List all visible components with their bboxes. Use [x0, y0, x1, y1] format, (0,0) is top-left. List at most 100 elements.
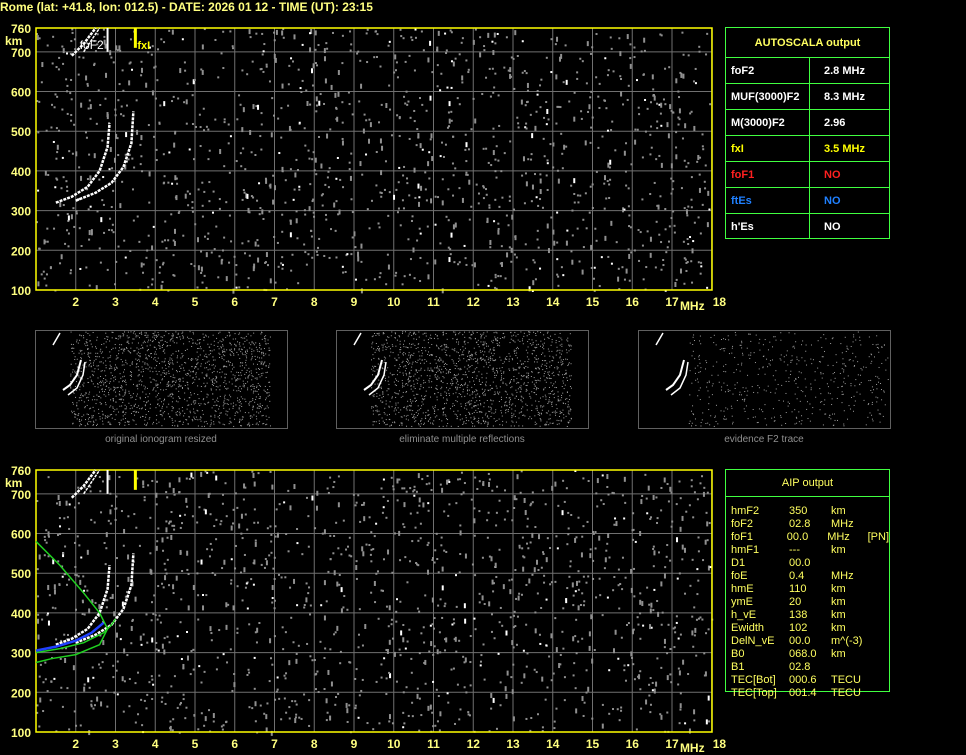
y-tick-label: 100: [11, 726, 31, 740]
aip-row: Ewidth 102 km: [731, 622, 889, 635]
aip-cell: DelN_vE: [731, 635, 775, 647]
aip-row: hmF1 --- km: [731, 544, 889, 557]
aip-cell: foF2: [731, 518, 754, 530]
aip-cell: 00.0: [786, 531, 809, 543]
x-tick-label: 6: [231, 737, 238, 751]
aip-cell: 0.4: [789, 570, 805, 582]
plot-frame: [35, 469, 713, 733]
autoscala-value: NO: [824, 194, 841, 207]
aip-row: D1 00.0: [731, 557, 889, 570]
aip-cell: Ewidth: [731, 622, 765, 634]
aip-cell: [831, 661, 873, 674]
aip-cell: km: [831, 583, 846, 595]
autoscala-key: foF1: [726, 162, 810, 187]
aip-cell: km: [831, 648, 846, 660]
aip-panel: AIP output hmF2 350 km foF2 02.8 MHz foF1 00.0 M…: [725, 469, 890, 699]
aip-cell: 350: [789, 505, 808, 517]
x-tick-label: 3: [112, 295, 119, 309]
aip-cell: hmE: [731, 583, 754, 595]
x-tick-label: 4: [152, 737, 159, 751]
autoscala-value: NO: [824, 168, 841, 181]
aip-row: hmF2 350 km: [731, 505, 889, 518]
autoscala-key: foF2: [726, 58, 810, 83]
autoscala-title: AUTOSCALA output: [754, 36, 861, 49]
aip-cell: 068.0: [789, 648, 817, 660]
echo-trace: [55, 565, 111, 646]
ionogram: foF2 fxI 760 700 600 500 400 300 200 100 km 2 3 4 5 6 7 8…: [5, 22, 726, 313]
thumbnail-no-multiple: [336, 330, 589, 429]
x-tick-label: 16: [626, 295, 640, 309]
aip-cell: TEC[Bot]: [731, 674, 776, 686]
aip-cell: TECU: [831, 674, 861, 686]
aip-cell: 02.8: [789, 661, 811, 673]
autoscala-value: 2.96: [824, 116, 846, 129]
aip-cell: km: [831, 596, 846, 608]
y-tick-label: 700: [11, 488, 31, 502]
x-unit-label: MHz: [680, 299, 705, 313]
autoscala-row: ftEs NO: [726, 187, 889, 213]
aip-cell: 110: [789, 583, 807, 595]
aip-row: DelN_vE 00.0 m^(-3): [731, 635, 889, 648]
autoscala-row: foF1 NO: [726, 161, 889, 187]
y-tick-label: 500: [11, 567, 31, 581]
aip-cell: foF1: [731, 531, 754, 543]
aip-row: TEC[Top] 001.4 TECU: [731, 687, 889, 700]
echo-trace: [83, 469, 101, 495]
autoscala-key: M(3000)F2: [726, 110, 810, 135]
thumbnail-f2-trace: [638, 330, 891, 429]
aip-cell: 000.6: [789, 674, 817, 686]
aip-cell: 001.4: [789, 687, 817, 699]
y-tick-label: 300: [11, 205, 31, 219]
x-tick-label: 13: [506, 295, 520, 309]
aip-row: ymE 20 km: [731, 596, 889, 609]
autoscala-row: M(3000)F2 2.96: [726, 109, 889, 135]
x-tick-label: 7: [271, 737, 278, 751]
y-tick-label: 600: [11, 528, 31, 542]
aip-cell: km: [831, 544, 846, 556]
x-tick-label: 9: [351, 295, 358, 309]
thumbnail-image: [52, 331, 271, 427]
aip-cell: 00.0: [789, 557, 811, 569]
aip-cell: ymE: [731, 596, 753, 608]
y-tick-label: 200: [11, 686, 31, 700]
x-tick-label: 12: [467, 737, 481, 751]
autoscala-key: ftEs: [726, 188, 810, 213]
thumbnail-original: [35, 330, 288, 429]
y-tick-label: 500: [11, 125, 31, 139]
aip-cell: hmF2: [731, 505, 760, 517]
thumbnail-trace: [665, 359, 685, 391]
aip-cell: h_vE: [731, 609, 757, 621]
thumbnail-image: [353, 331, 572, 427]
aip-row: TEC[Bot] 000.6 TECU: [731, 674, 889, 687]
aip-cell: foE: [731, 570, 748, 582]
aip-cell: MHz: [831, 570, 854, 582]
x-tick-label: 11: [427, 295, 440, 309]
echo-trace: [75, 111, 135, 202]
y-unit-label: km: [5, 34, 22, 48]
aip-row: B0 068.0 km: [731, 648, 889, 661]
autoscala-key: fxI: [726, 136, 810, 161]
aip-cell: D1: [731, 557, 746, 569]
caption-no-multiple: eliminate multiple reflections: [399, 434, 525, 445]
y-tick-label: 400: [11, 607, 31, 621]
aip-row: B1 02.8: [731, 661, 889, 674]
y-tick-label: 760: [11, 22, 31, 36]
echo-trace: [55, 123, 111, 204]
station-header: Rome (lat: +41.8, lon: 012.5) - DATE: 20…: [0, 0, 373, 14]
autoscala-row: foF2 2.8 MHz: [726, 57, 889, 83]
aip-cell: MHz: [831, 518, 854, 530]
aip-cell: km: [831, 609, 846, 621]
x-tick-label: 10: [387, 295, 401, 309]
aip-cell: hmF1: [731, 544, 760, 556]
aip-cell: 00.0: [789, 635, 811, 647]
x-unit-label: MHz: [680, 741, 705, 755]
echo-trace: [70, 469, 97, 499]
thumbnail-trace: [363, 359, 383, 391]
aip-row: foF1 00.0 MHz [PN]: [731, 531, 889, 544]
aip-cell: 02.8: [789, 518, 811, 530]
x-tick-label: 2: [72, 295, 79, 309]
thumbnail-image: [655, 331, 889, 427]
thumbnail-trace: [62, 359, 82, 391]
x-tick-label: 15: [586, 737, 600, 751]
